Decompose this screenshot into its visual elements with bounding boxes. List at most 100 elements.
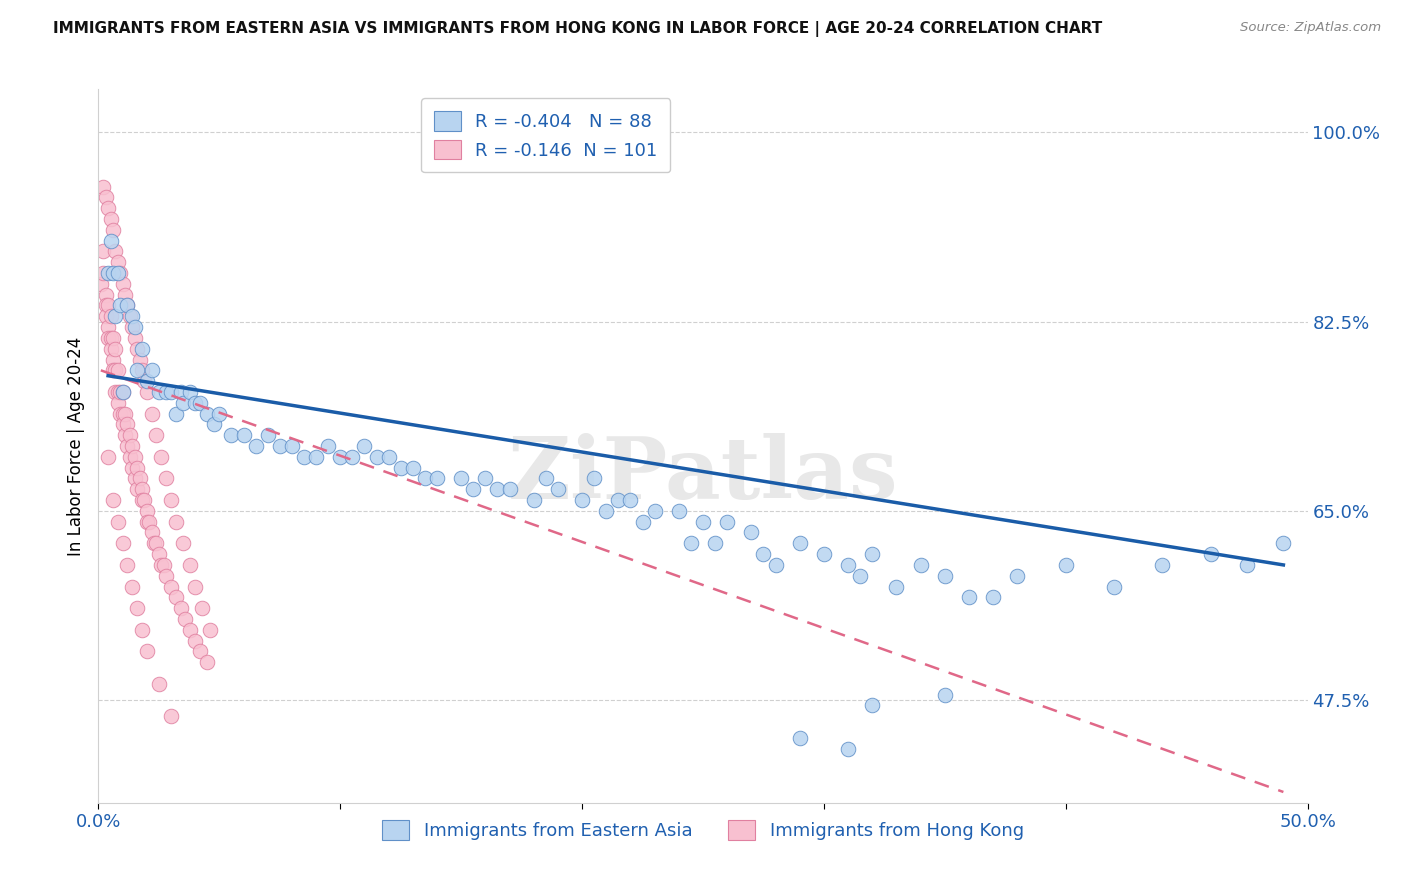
- Point: [474, 471, 496, 485]
- Point: [837, 558, 859, 572]
- Point: [860, 547, 883, 561]
- Point: [107, 384, 129, 399]
- Point: [1236, 558, 1258, 572]
- Point: [114, 407, 136, 421]
- Point: [155, 471, 177, 485]
- Point: [860, 698, 883, 713]
- Point: [910, 558, 932, 572]
- Point: [534, 471, 557, 485]
- Point: [342, 450, 364, 464]
- Point: [111, 384, 134, 399]
- Point: [111, 407, 134, 421]
- Point: [450, 471, 472, 485]
- Point: [1152, 558, 1174, 572]
- Point: [127, 482, 149, 496]
- Point: [145, 536, 167, 550]
- Point: [127, 601, 149, 615]
- Point: [179, 384, 201, 399]
- Point: [135, 644, 157, 658]
- Text: IMMIGRANTS FROM EASTERN ASIA VS IMMIGRANTS FROM HONG KONG IN LABOR FORCE | AGE 2: IMMIGRANTS FROM EASTERN ASIA VS IMMIGRAN…: [53, 21, 1102, 37]
- Point: [107, 396, 129, 410]
- Point: [752, 547, 775, 561]
- Point: [165, 515, 187, 529]
- Point: [329, 450, 352, 464]
- Point: [155, 384, 177, 399]
- Point: [97, 450, 120, 464]
- Point: [111, 277, 134, 291]
- Point: [169, 384, 191, 399]
- Point: [148, 547, 170, 561]
- Point: [127, 342, 149, 356]
- Point: [108, 266, 131, 280]
- Point: [305, 450, 328, 464]
- Point: [498, 482, 520, 496]
- Point: [595, 504, 617, 518]
- Point: [148, 384, 170, 399]
- Point: [619, 493, 641, 508]
- Point: [292, 450, 315, 464]
- Text: ZiPatlas: ZiPatlas: [508, 433, 898, 516]
- Point: [981, 591, 1004, 605]
- Point: [121, 580, 143, 594]
- Point: [131, 482, 153, 496]
- Point: [100, 211, 122, 226]
- Point: [100, 331, 122, 345]
- Point: [402, 460, 425, 475]
- Point: [107, 363, 129, 377]
- Point: [143, 536, 166, 550]
- Point: [184, 633, 207, 648]
- Point: [135, 384, 157, 399]
- Point: [232, 428, 254, 442]
- Point: [221, 428, 243, 442]
- Point: [160, 384, 183, 399]
- Point: [160, 580, 183, 594]
- Point: [134, 493, 156, 508]
- Point: [179, 558, 201, 572]
- Point: [141, 363, 163, 377]
- Point: [104, 363, 127, 377]
- Point: [101, 363, 124, 377]
- Point: [91, 266, 114, 280]
- Point: [91, 244, 114, 259]
- Point: [117, 417, 139, 432]
- Point: [740, 525, 762, 540]
- Point: [1007, 568, 1029, 582]
- Point: [114, 287, 136, 301]
- Point: [426, 471, 449, 485]
- Point: [117, 298, 139, 312]
- Point: [837, 741, 859, 756]
- Point: [188, 644, 211, 658]
- Point: [104, 384, 127, 399]
- Point: [97, 298, 120, 312]
- Point: [108, 407, 131, 421]
- Point: [104, 244, 127, 259]
- Point: [957, 591, 980, 605]
- Point: [111, 417, 134, 432]
- Point: [124, 331, 146, 345]
- Point: [124, 320, 146, 334]
- Point: [121, 460, 143, 475]
- Point: [886, 580, 908, 594]
- Point: [108, 384, 131, 399]
- Point: [389, 460, 412, 475]
- Text: Source: ZipAtlas.com: Source: ZipAtlas.com: [1240, 21, 1381, 34]
- Point: [100, 342, 122, 356]
- Point: [100, 234, 122, 248]
- Point: [571, 493, 593, 508]
- Point: [118, 310, 141, 324]
- Point: [463, 482, 485, 496]
- Point: [128, 471, 150, 485]
- Point: [127, 460, 149, 475]
- Point: [486, 482, 509, 496]
- Point: [107, 266, 129, 280]
- Point: [101, 331, 124, 345]
- Point: [204, 417, 226, 432]
- Point: [118, 428, 141, 442]
- Point: [934, 568, 956, 582]
- Point: [108, 298, 131, 312]
- Point: [813, 547, 835, 561]
- Point: [353, 439, 375, 453]
- Point: [160, 709, 183, 723]
- Point: [184, 580, 207, 594]
- Point: [148, 677, 170, 691]
